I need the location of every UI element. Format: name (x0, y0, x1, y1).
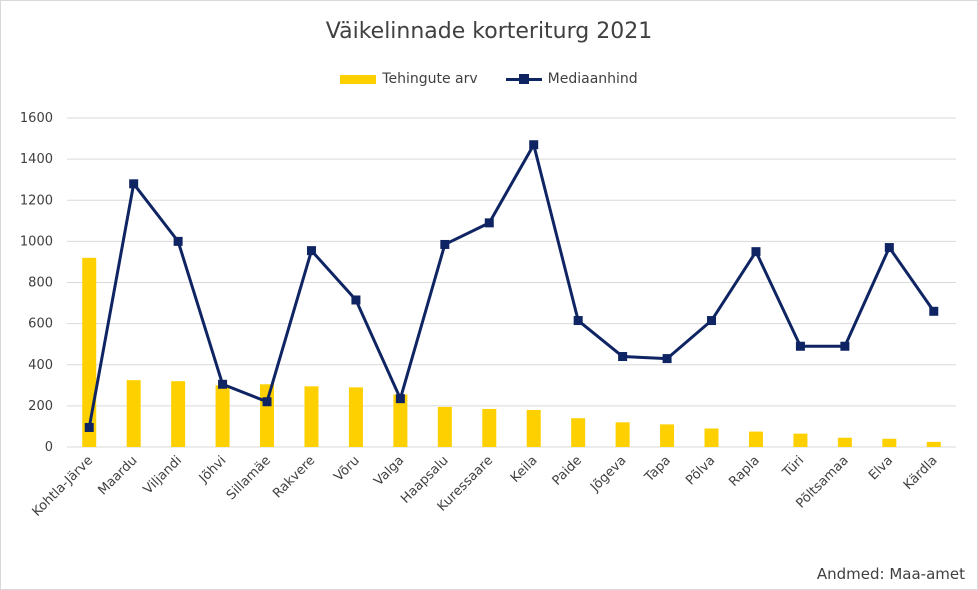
y-tick-label: 600 (28, 317, 53, 332)
x-tick-label: Viljandi (141, 453, 185, 497)
line-marker (395, 394, 405, 404)
source-note: Andmed: Maa-amet (816, 565, 965, 583)
bar (171, 381, 186, 447)
y-tick-label: 0 (45, 440, 53, 455)
bar (260, 384, 275, 447)
legend-item-line: Mediaanhind (505, 71, 638, 87)
line-marker (440, 239, 450, 249)
line-marker (840, 341, 850, 351)
bar (660, 424, 675, 447)
bar (882, 438, 897, 447)
line-marker (173, 236, 183, 246)
chart-title: Väikelinnade korteriturg 2021 (325, 19, 653, 44)
bar (526, 409, 541, 447)
x-tick-label: Elva (866, 453, 896, 483)
legend-line-label: Mediaanhind (547, 71, 638, 87)
y-tick-label: 1000 (20, 234, 53, 249)
x-tick-label: Jõhvi (196, 453, 229, 486)
bar (704, 428, 719, 447)
line-marker (262, 397, 272, 407)
x-tick-label: Valga (371, 453, 407, 489)
legend-item-bar: Tehingute arv (340, 71, 478, 87)
x-tick-label: Võru (331, 453, 362, 484)
legend-line-marker (518, 74, 529, 84)
line-marker (484, 218, 494, 228)
bar (304, 386, 319, 447)
bar (615, 422, 630, 447)
bar (837, 437, 852, 447)
line-marker (707, 316, 717, 326)
x-tick-label: Sillamäe (224, 453, 274, 503)
line-marker (351, 295, 361, 305)
line-marker (795, 341, 805, 351)
y-tick-label: 200 (28, 399, 53, 414)
line-marker (306, 246, 316, 256)
line-marker (529, 140, 539, 150)
line-marker (751, 247, 761, 257)
line-marker (573, 316, 583, 326)
legend-line-swatch (505, 73, 542, 85)
y-tick-label: 1200 (20, 193, 53, 208)
legend: Tehingute arv Mediaanhind (1, 71, 977, 87)
bar (571, 418, 586, 447)
line-marker (929, 306, 939, 316)
bar (126, 380, 141, 447)
series-line (87, 143, 936, 428)
legend-bar-swatch (340, 74, 377, 84)
bar (926, 441, 941, 447)
line-marker (618, 352, 628, 362)
x-tick-label: Türi (779, 453, 807, 481)
x-tick-label: Tapa (641, 453, 674, 486)
line-marker (218, 379, 228, 389)
bar (437, 406, 452, 447)
legend-bar-label: Tehingute arv (382, 71, 478, 87)
x-tick-label: Maardu (95, 453, 140, 498)
bar (393, 394, 408, 447)
x-tick-label: Paide (550, 453, 585, 488)
bar (748, 431, 763, 447)
x-tick-label: Rakvere (270, 453, 318, 501)
bar (482, 408, 497, 447)
line-marker (84, 422, 94, 432)
x-tick-label: Kärdla (901, 453, 941, 493)
y-tick-label: 1400 (20, 152, 53, 167)
x-tick-label: Rapla (726, 453, 762, 489)
y-tick-label: 800 (28, 276, 53, 291)
x-tick-label: Keila (508, 453, 541, 486)
bar (82, 257, 97, 447)
x-tick-label: Jõgeva (587, 453, 629, 495)
y-tick-label: 1600 (20, 111, 53, 126)
line-marker (662, 354, 672, 364)
bar (215, 385, 230, 447)
y-tick-label: 400 (28, 358, 53, 373)
x-tick-label: Põlva (683, 453, 718, 488)
x-tick-label: Kohtla-Järve (30, 453, 96, 519)
bar (348, 387, 363, 447)
bar (793, 433, 808, 447)
line-marker (884, 243, 894, 253)
line-marker (129, 179, 139, 189)
